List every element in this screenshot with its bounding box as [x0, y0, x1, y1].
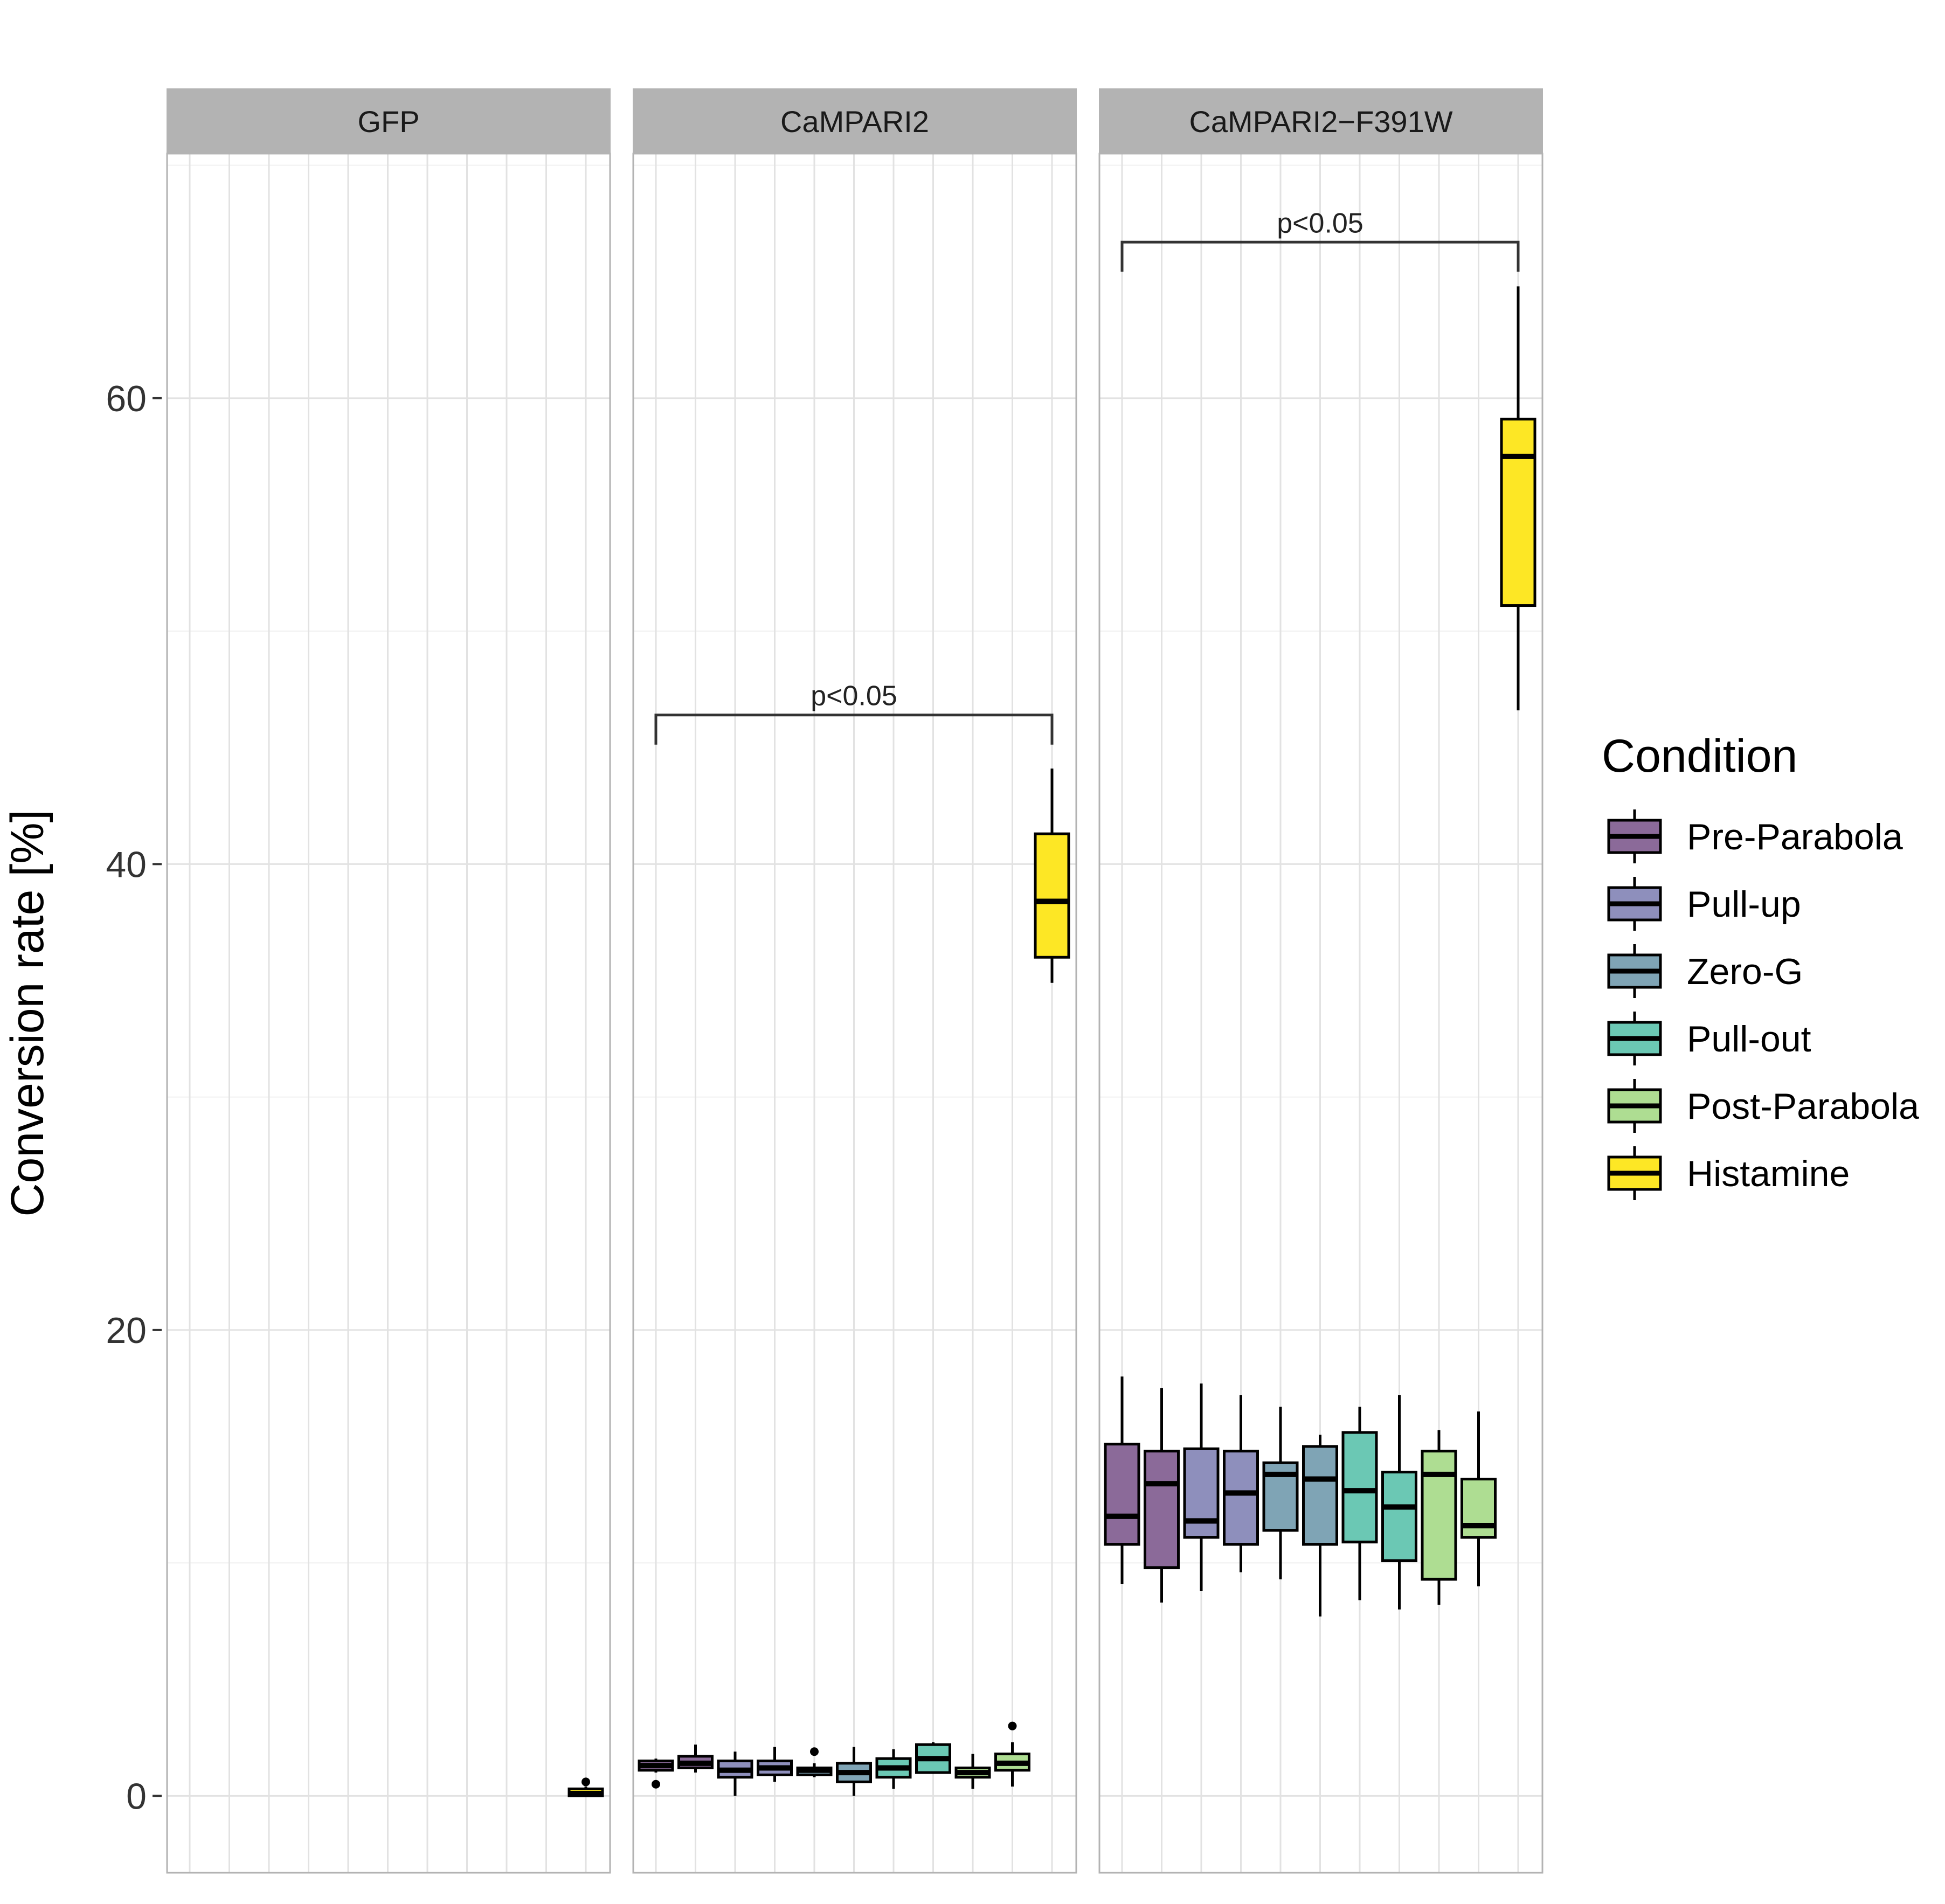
facet-title: CaMPARI2 [780, 105, 929, 139]
box [1421, 1430, 1457, 1605]
legend-label: Pre-Parabola [1687, 816, 1903, 857]
box [677, 1744, 714, 1773]
facet-title: GFP [357, 105, 419, 139]
y-axis: 0 20 40 60 Conversion rate [%] [2, 378, 162, 1817]
box-outlier [810, 1747, 819, 1756]
box [836, 1747, 872, 1796]
y-axis-title: Conversion rate [%] [2, 809, 53, 1216]
panel-border [166, 153, 611, 1874]
box [638, 1758, 674, 1789]
box [1144, 1388, 1180, 1603]
legend-item: Zero-G [1607, 944, 1803, 998]
legend-item: Pull-out [1607, 1012, 1811, 1065]
bracket-line [654, 714, 1054, 745]
box [915, 1742, 951, 1774]
facets: GFP CaMPARI2 p<0.05 CaMPARI2−F391W p<0.05 [166, 88, 1543, 1874]
box-body [1381, 1471, 1417, 1562]
box-body [1461, 1477, 1497, 1539]
box-outlier [582, 1777, 590, 1787]
box [717, 1751, 753, 1796]
facet-strip [633, 88, 1077, 154]
box [1381, 1395, 1417, 1610]
legend-item: Pre-Parabola [1607, 809, 1903, 863]
facet-strip [1099, 88, 1543, 154]
bracket-line [1120, 240, 1520, 272]
y-tick-label: 40 [106, 844, 147, 885]
box-body [1500, 418, 1536, 607]
legend-item: Histamine [1607, 1146, 1850, 1200]
panel-border [1098, 153, 1543, 1874]
box-body [1302, 1445, 1338, 1546]
box-body [1223, 1450, 1259, 1546]
box-outlier [1008, 1721, 1017, 1730]
y-tick-label: 60 [106, 378, 147, 419]
legend-label: Histamine [1687, 1153, 1850, 1194]
facet-panel: GFP [166, 88, 611, 1874]
box-body [1183, 1447, 1220, 1539]
box [994, 1721, 1030, 1787]
box [1104, 1376, 1140, 1584]
facet-strip [167, 88, 611, 154]
box-outlier [652, 1780, 660, 1789]
box-body [1034, 832, 1070, 959]
significance-label: p<0.05 [1277, 207, 1363, 239]
box [1302, 1435, 1338, 1617]
legend-item: Post-Parabola [1607, 1079, 1919, 1133]
box [1223, 1395, 1259, 1573]
legend-item: Pull-up [1607, 877, 1801, 931]
legend-label: Post-Parabola [1687, 1086, 1919, 1127]
box [1341, 1407, 1378, 1601]
legend-title: Condition [1602, 730, 1797, 782]
legend-label: Zero-G [1687, 951, 1803, 992]
box-body [1421, 1450, 1457, 1581]
legend-label: Pull-up [1687, 884, 1801, 925]
box-body [1144, 1450, 1180, 1569]
facet-title: CaMPARI2−F391W [1189, 105, 1452, 139]
legend: Condition Pre-Parabola Pull-up Zero-G Pull-o… [1602, 730, 1919, 1200]
grid [167, 154, 610, 1873]
grid [633, 154, 1076, 1873]
box [1034, 768, 1070, 983]
box-body [1341, 1431, 1378, 1543]
box [875, 1749, 912, 1789]
box [567, 1777, 604, 1797]
facet-panel: CaMPARI2−F391W p<0.05 [1098, 88, 1543, 1874]
box [1262, 1407, 1299, 1580]
significance-bracket: p<0.05 [654, 681, 1054, 745]
box [757, 1747, 793, 1782]
box-body [1104, 1443, 1140, 1546]
box [796, 1747, 833, 1777]
panel-border [632, 153, 1077, 1874]
y-tick-label: 0 [126, 1776, 147, 1817]
y-tick-label: 20 [106, 1310, 147, 1351]
box [954, 1754, 991, 1789]
box [1183, 1383, 1220, 1591]
significance-label: p<0.05 [811, 681, 897, 712]
box [1461, 1411, 1497, 1587]
facet-panel: CaMPARI2 p<0.05 [632, 88, 1077, 1874]
legend-label: Pull-out [1687, 1019, 1811, 1060]
significance-bracket: p<0.05 [1120, 207, 1520, 272]
box [1500, 286, 1536, 711]
